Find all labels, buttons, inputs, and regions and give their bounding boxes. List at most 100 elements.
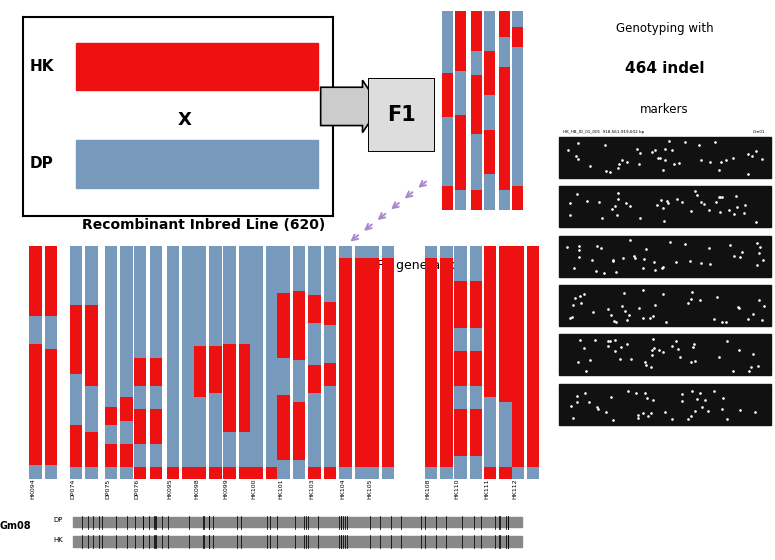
Bar bbox=[194, 467, 206, 479]
Bar bbox=[150, 409, 162, 444]
Bar bbox=[194, 398, 206, 467]
Bar bbox=[454, 246, 467, 281]
Bar bbox=[454, 409, 467, 456]
Bar bbox=[70, 246, 82, 305]
Text: 464 indel: 464 indel bbox=[625, 60, 704, 76]
Bar bbox=[471, 11, 482, 51]
Bar bbox=[293, 291, 305, 360]
Bar bbox=[308, 246, 321, 295]
Bar bbox=[367, 246, 379, 258]
Bar bbox=[223, 467, 236, 479]
Bar bbox=[455, 190, 466, 210]
Bar bbox=[484, 11, 495, 51]
Bar bbox=[105, 407, 117, 426]
Bar bbox=[134, 409, 146, 444]
Bar bbox=[471, 190, 482, 210]
Bar bbox=[324, 386, 336, 467]
Text: HK094: HK094 bbox=[30, 478, 35, 499]
Bar bbox=[484, 398, 496, 467]
Bar bbox=[120, 398, 133, 421]
Bar bbox=[45, 316, 57, 349]
Bar bbox=[484, 130, 495, 174]
Bar bbox=[442, 186, 453, 210]
Bar bbox=[470, 456, 482, 479]
Bar bbox=[29, 465, 42, 479]
Bar bbox=[105, 246, 117, 407]
Bar bbox=[223, 246, 236, 344]
Bar bbox=[45, 465, 57, 479]
Bar bbox=[308, 365, 321, 393]
Bar bbox=[484, 467, 496, 479]
Text: HK_HB_ID_01_001  918,561-919,602 bp: HK_HB_ID_01_001 918,561-919,602 bp bbox=[563, 130, 644, 134]
Bar bbox=[470, 328, 482, 351]
Bar bbox=[367, 467, 379, 479]
Bar bbox=[455, 115, 466, 190]
Bar bbox=[454, 351, 467, 386]
Bar bbox=[454, 456, 467, 479]
Bar bbox=[499, 11, 510, 37]
Bar bbox=[150, 246, 162, 358]
Bar bbox=[29, 246, 42, 316]
Text: DP076: DP076 bbox=[135, 478, 140, 498]
Bar bbox=[134, 444, 146, 467]
Bar bbox=[105, 426, 117, 444]
Bar bbox=[559, 285, 770, 326]
Bar bbox=[277, 460, 290, 479]
Bar bbox=[440, 467, 453, 479]
Bar bbox=[29, 316, 42, 344]
Bar bbox=[85, 305, 98, 386]
Bar bbox=[454, 281, 467, 328]
Text: HK: HK bbox=[29, 59, 54, 74]
Text: HK112: HK112 bbox=[512, 478, 517, 499]
Bar bbox=[76, 43, 318, 90]
Bar bbox=[559, 186, 770, 227]
Bar bbox=[239, 467, 251, 479]
Bar bbox=[293, 460, 305, 479]
Bar bbox=[324, 246, 336, 302]
Bar bbox=[308, 295, 321, 323]
Text: DP: DP bbox=[53, 517, 62, 523]
Bar bbox=[45, 349, 57, 465]
Text: F1: F1 bbox=[387, 105, 415, 125]
Bar bbox=[70, 305, 82, 374]
Bar bbox=[559, 384, 770, 425]
Bar bbox=[223, 344, 236, 432]
Bar bbox=[512, 27, 523, 47]
Text: HK108: HK108 bbox=[425, 478, 430, 499]
Text: HK101: HK101 bbox=[278, 478, 283, 499]
Bar bbox=[277, 293, 290, 358]
Bar bbox=[499, 246, 512, 402]
Bar bbox=[209, 346, 222, 393]
Bar bbox=[223, 432, 236, 467]
Bar bbox=[470, 246, 482, 281]
Bar bbox=[442, 11, 453, 73]
Bar bbox=[454, 386, 467, 409]
Bar bbox=[512, 467, 524, 479]
Bar bbox=[239, 344, 251, 432]
Bar bbox=[76, 140, 318, 188]
Text: HK103: HK103 bbox=[309, 478, 314, 499]
Bar bbox=[105, 444, 117, 467]
Bar bbox=[499, 67, 510, 190]
Bar bbox=[355, 467, 367, 479]
Text: HK099: HK099 bbox=[224, 478, 229, 499]
Bar bbox=[442, 116, 453, 186]
Bar bbox=[455, 11, 466, 71]
Bar bbox=[120, 246, 133, 398]
Bar bbox=[324, 325, 336, 363]
Bar bbox=[293, 402, 305, 460]
Bar bbox=[134, 386, 146, 409]
Bar bbox=[499, 467, 512, 479]
Bar bbox=[324, 302, 336, 325]
Text: F9 generation: F9 generation bbox=[377, 259, 464, 273]
Bar bbox=[239, 246, 251, 344]
Bar bbox=[324, 363, 336, 386]
Bar bbox=[512, 186, 523, 210]
Bar bbox=[484, 174, 495, 210]
Bar bbox=[45, 246, 57, 316]
Text: Gm01: Gm01 bbox=[753, 130, 766, 134]
Bar bbox=[339, 467, 352, 479]
Bar bbox=[277, 395, 290, 460]
Bar bbox=[277, 246, 290, 293]
Bar bbox=[308, 467, 321, 479]
